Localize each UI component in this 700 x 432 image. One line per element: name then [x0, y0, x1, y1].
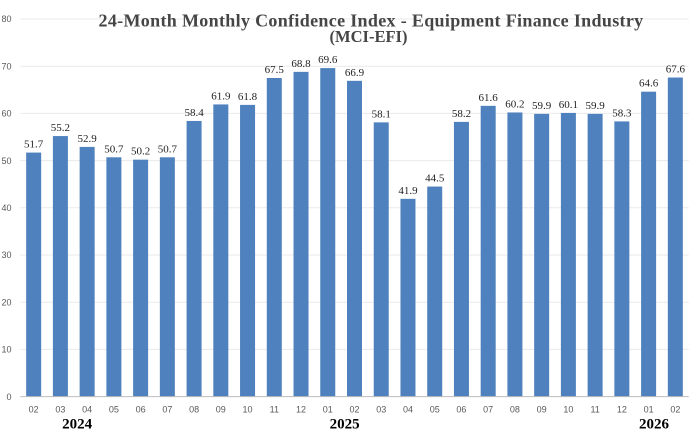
svg-text:02: 02	[29, 405, 39, 415]
svg-text:50.2: 50.2	[131, 146, 150, 158]
svg-text:59.9: 59.9	[532, 100, 552, 112]
svg-text:58.3: 58.3	[612, 107, 632, 119]
svg-text:64.6: 64.6	[639, 78, 659, 90]
svg-text:55.2: 55.2	[51, 122, 70, 134]
svg-text:09: 09	[537, 405, 547, 415]
svg-text:(MCI-EFI): (MCI-EFI)	[330, 27, 408, 46]
svg-text:06: 06	[456, 405, 466, 415]
svg-text:10: 10	[1, 345, 11, 355]
svg-text:03: 03	[376, 405, 386, 415]
svg-text:59.9: 59.9	[585, 100, 605, 112]
svg-text:12: 12	[296, 405, 306, 415]
svg-text:2025: 2025	[330, 417, 360, 432]
svg-text:61.9: 61.9	[211, 90, 231, 102]
svg-text:08: 08	[510, 405, 520, 415]
svg-text:04: 04	[403, 405, 413, 415]
svg-text:60.1: 60.1	[559, 99, 578, 111]
svg-text:02: 02	[349, 405, 359, 415]
svg-text:03: 03	[55, 405, 65, 415]
svg-text:01: 01	[644, 405, 654, 415]
svg-text:2024: 2024	[62, 417, 93, 432]
svg-text:12: 12	[617, 405, 627, 415]
svg-text:04: 04	[82, 405, 92, 415]
svg-text:60.2: 60.2	[505, 98, 524, 110]
svg-text:68.8: 68.8	[291, 58, 311, 70]
svg-text:0: 0	[6, 392, 11, 402]
svg-text:50.7: 50.7	[158, 143, 178, 155]
svg-text:69.6: 69.6	[318, 54, 338, 66]
svg-text:06: 06	[136, 405, 146, 415]
svg-text:01: 01	[323, 405, 333, 415]
svg-text:10: 10	[243, 405, 253, 415]
svg-text:11: 11	[590, 405, 599, 415]
svg-text:11: 11	[270, 405, 279, 415]
svg-text:24-Month Monthly Confidence In: 24-Month Monthly Confidence Index - Equi…	[98, 11, 643, 31]
svg-text:61.6: 61.6	[479, 92, 499, 104]
svg-text:44.5: 44.5	[425, 173, 445, 185]
svg-text:05: 05	[109, 405, 119, 415]
svg-text:58.2: 58.2	[452, 108, 471, 120]
svg-text:07: 07	[162, 405, 172, 415]
svg-text:08: 08	[189, 405, 199, 415]
svg-text:67.6: 67.6	[666, 64, 686, 76]
svg-text:2026: 2026	[639, 417, 670, 432]
svg-text:07: 07	[483, 405, 493, 415]
svg-text:50: 50	[1, 156, 11, 166]
svg-text:58.4: 58.4	[184, 107, 204, 119]
svg-text:30: 30	[1, 250, 11, 260]
svg-text:67.5: 67.5	[265, 64, 285, 76]
svg-text:02: 02	[670, 405, 680, 415]
svg-text:58.1: 58.1	[372, 108, 391, 120]
svg-text:41.9: 41.9	[398, 185, 418, 197]
svg-text:10: 10	[563, 405, 573, 415]
svg-text:50.7: 50.7	[104, 143, 124, 155]
svg-text:66.9: 66.9	[345, 67, 365, 79]
svg-text:20: 20	[1, 297, 11, 307]
svg-text:70: 70	[1, 61, 11, 71]
svg-text:51.7: 51.7	[24, 139, 44, 151]
svg-text:05: 05	[430, 405, 440, 415]
svg-text:52.9: 52.9	[78, 133, 98, 145]
svg-text:09: 09	[216, 405, 226, 415]
svg-text:60: 60	[1, 109, 11, 119]
svg-text:40: 40	[1, 203, 11, 213]
svg-text:61.8: 61.8	[238, 91, 258, 103]
svg-text:80: 80	[1, 14, 11, 24]
